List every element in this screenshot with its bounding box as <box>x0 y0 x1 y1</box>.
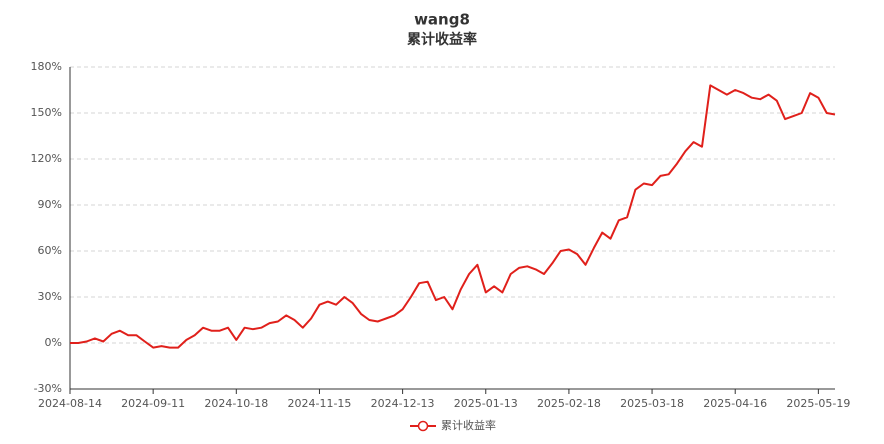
x-tick-label: 2025-02-18 <box>537 397 601 410</box>
chart-title: wang8 <box>414 11 470 29</box>
legend-label: 累计收益率 <box>441 418 496 432</box>
x-tick-label: 2024-09-11 <box>121 397 185 410</box>
y-tick-label: 90% <box>38 198 62 211</box>
x-tick-label: 2025-05-19 <box>786 397 850 410</box>
y-tick-label: 180% <box>31 60 62 73</box>
y-tick-label: 120% <box>31 152 62 165</box>
y-tick-label: -30% <box>34 382 62 395</box>
x-tick-label: 2024-10-18 <box>204 397 268 410</box>
x-tick-label: 2024-12-13 <box>371 397 435 410</box>
data-line <box>70 84 836 349</box>
x-tick-label: 2024-08-14 <box>38 397 102 410</box>
y-tick-label: 30% <box>38 290 62 303</box>
x-tick-label: 2025-03-18 <box>620 397 684 410</box>
x-tick-label: 2024-11-15 <box>287 397 351 410</box>
legend-marker <box>417 420 429 432</box>
y-tick-label: 150% <box>31 106 62 119</box>
x-tick-label: 2025-04-16 <box>703 397 767 410</box>
chart-subtitle: 累计收益率 <box>407 31 477 48</box>
y-tick-label: 60% <box>38 244 62 257</box>
y-tick-label: 0% <box>45 336 62 349</box>
x-tick-label: 2025-01-13 <box>454 397 518 410</box>
